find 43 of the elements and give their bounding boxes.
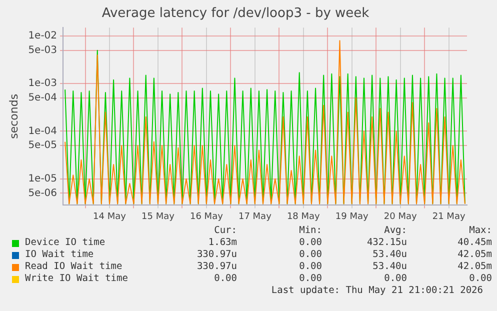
x-tick-label: 21 May: [432, 212, 466, 222]
text: 0.00: [213, 273, 237, 285]
y-tick-label: 1e-05: [28, 173, 58, 184]
y-tick-label: 1e-03: [28, 78, 58, 90]
text: Min:: [298, 225, 322, 237]
x-tick-label: 15 May: [142, 212, 176, 222]
text: Avg:: [383, 225, 407, 237]
text: 40.45m: [456, 237, 492, 249]
y-tick-label: 1e-04: [28, 126, 58, 137]
text: 330.97u: [196, 261, 237, 273]
legend-label: Read IO Wait time: [25, 261, 124, 273]
text: 0.00: [468, 273, 492, 285]
text: 0.00: [298, 237, 322, 249]
legend-label: Write IO Wait time: [25, 273, 129, 285]
legend-label: Device IO time: [25, 237, 106, 249]
text: Max:: [468, 225, 492, 237]
y-tick-label: 5e-03: [28, 44, 58, 56]
text: 42.05m: [456, 261, 492, 273]
x-tick-label: 16 May: [190, 212, 224, 222]
x-tick-label: 19 May: [335, 212, 370, 222]
y-tick-label: 5e-04: [28, 92, 58, 104]
text: 42.05m: [456, 249, 492, 261]
text: 53.40u: [372, 249, 407, 261]
chart-title: Average latency for /dev/loop3 - by week: [102, 6, 370, 22]
y-tick-label: 5e-05: [28, 140, 58, 152]
text: Cur:: [213, 225, 237, 237]
text: 0.00: [298, 249, 322, 261]
text: 0.00: [298, 261, 322, 273]
text: 1.63m: [207, 237, 237, 249]
text: Last update: Thu May 21 21:00:21 2026: [270, 285, 484, 297]
legend-label: IO Wait time: [25, 249, 95, 261]
text: 0.00: [383, 273, 407, 285]
y-tick-label: 1e-02: [28, 30, 58, 42]
y-axis-title: seconds: [7, 94, 20, 139]
text: 432.15u: [366, 237, 407, 249]
x-tick-label: 17 May: [238, 212, 272, 222]
text: 330.97u: [196, 249, 237, 261]
x-tick-label: 20 May: [384, 212, 418, 222]
text: 0.00: [298, 273, 322, 285]
text: 53.40u: [372, 261, 407, 273]
y-tick-label: 5e-06: [28, 188, 58, 199]
x-tick-label: 14 May: [93, 212, 127, 222]
x-tick-label: 18 May: [286, 212, 321, 222]
